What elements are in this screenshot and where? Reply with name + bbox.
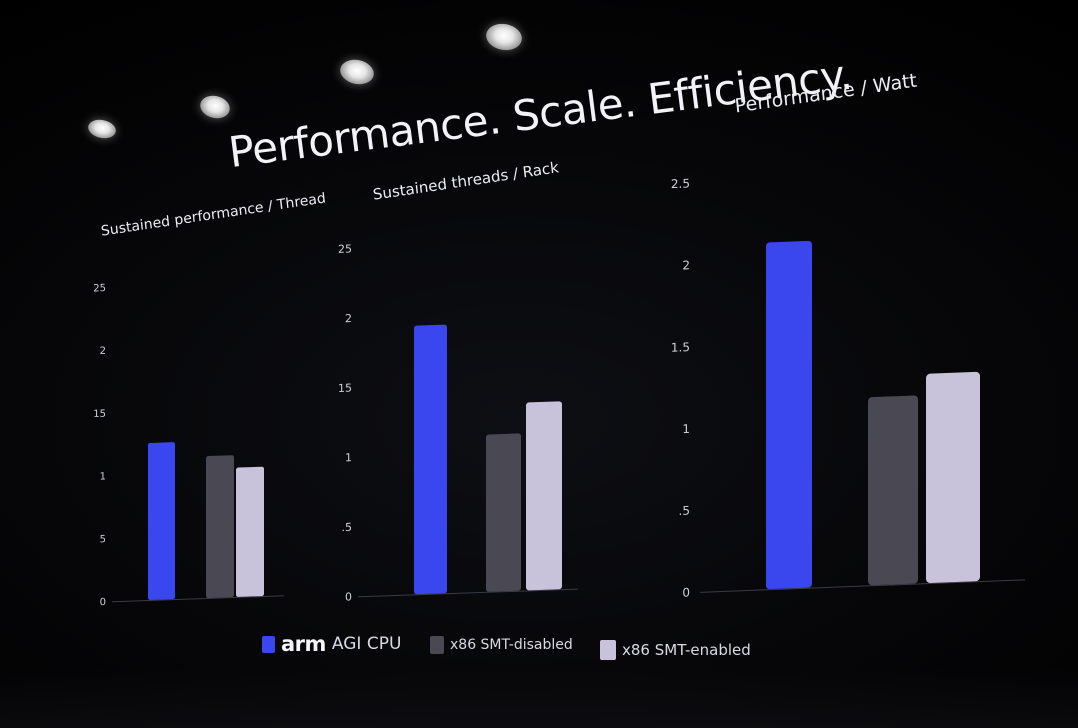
legend-label-x86-enabled: x86 SMT-enabled	[622, 641, 751, 659]
y-tick-label: 2	[100, 346, 106, 357]
y-tick-label: .5	[679, 504, 690, 518]
bar-x86-smt-disabled	[486, 433, 521, 592]
bar-x86-smt-enabled	[526, 401, 562, 591]
x-axis-baseline	[358, 588, 578, 598]
y-tick-label: 2.5	[671, 176, 690, 191]
bar-x86-smt-enabled	[236, 466, 264, 597]
bar-chart-performance-watt: 0 .5 1 1.5 2 2.5	[671, 176, 1025, 600]
chart-legend: arm AGI CPU x86 SMT-disabled x86 SMT-ena…	[262, 628, 782, 668]
y-tick-label: 1.5	[671, 340, 690, 355]
ceiling-light-icon	[484, 21, 524, 53]
x-axis-baseline	[700, 579, 1025, 593]
legend-swatch-arm	[262, 635, 275, 653]
legend-item-arm: arm AGI CPU	[262, 632, 401, 656]
y-tick-label: 15	[93, 409, 106, 420]
y-tick-label: .5	[342, 521, 352, 534]
legend-label-x86-disabled: x86 SMT-disabled	[450, 637, 573, 653]
chart-title: Sustained threads / Rack	[371, 158, 560, 204]
bar-arm-agi-cpu	[414, 324, 447, 595]
y-tick-label: 1	[345, 451, 352, 464]
arm-logo-icon: arm	[281, 632, 326, 656]
y-tick-label: 0	[100, 597, 106, 608]
y-tick-label: 25	[93, 283, 106, 294]
y-tick-label: 2	[682, 258, 690, 272]
chart-title: Sustained performance / Thread	[100, 190, 327, 240]
floor-glow	[0, 668, 1078, 728]
chart-panel-watt: Performance / Watt 0.5 1 1.5 2 2.5	[670, 70, 1030, 605]
bar-x86-smt-disabled	[868, 395, 918, 586]
chart-panel-thread: Sustained performance / Thread 0 5 1 15 2 25	[92, 190, 326, 614]
legend-swatch-x86-enabled	[600, 640, 616, 660]
bar-x86-smt-disabled	[206, 455, 234, 598]
bar-chart-sustained-performance-thread: 0 5 1 15 2 25	[93, 283, 284, 608]
y-tick-label: 0	[345, 590, 352, 603]
bar-arm-agi-cpu	[766, 240, 812, 590]
bar-x86-smt-enabled	[926, 371, 980, 584]
chart-panel-rack: Sustained threads / Rack 0 .5 1 15 2 25	[338, 158, 588, 610]
y-tick-label: 15	[338, 382, 352, 395]
ceiling-light-icon	[197, 92, 233, 122]
y-tick-label: 25	[338, 242, 352, 255]
legend-label-arm: AGI CPU	[331, 634, 402, 654]
bar-arm-agi-cpu	[148, 442, 175, 600]
y-tick-label: 0	[682, 585, 690, 599]
y-tick-label: 5	[100, 534, 106, 545]
legend-item-x86-disabled: x86 SMT-disabled	[430, 636, 573, 654]
y-tick-label: 1	[682, 422, 690, 436]
ceiling-light-icon	[86, 117, 118, 141]
x-axis-baseline	[112, 595, 284, 603]
y-tick-label: 2	[345, 312, 352, 325]
y-tick-label: 1	[100, 471, 106, 482]
legend-item-x86-enabled: x86 SMT-enabled	[600, 640, 751, 660]
ceiling-light-icon	[337, 56, 377, 88]
bar-chart-sustained-threads-rack: 0 .5 1 15 2 25	[338, 242, 578, 604]
legend-swatch-x86-disabled	[430, 636, 444, 654]
